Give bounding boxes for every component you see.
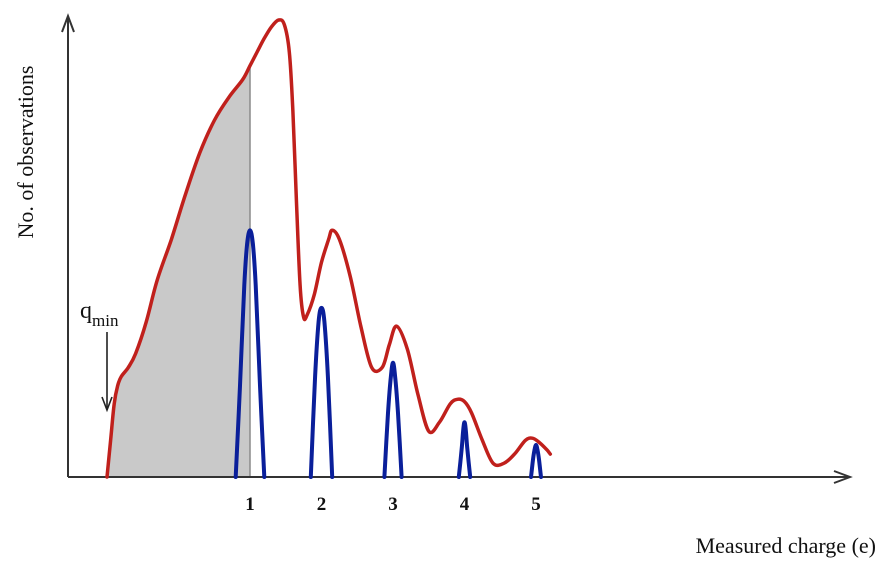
qmin-subscript: min (92, 311, 119, 330)
x-tick-label-2: 2 (317, 494, 327, 515)
y-axis-arrowhead (61, 13, 75, 33)
x-tick-labels: 1 2 3 4 5 (245, 494, 541, 515)
x-axis-title: Measured charge (e) (696, 533, 876, 558)
qmin-annotation: qmin (80, 298, 119, 413)
charge-peak-4 (456, 420, 473, 479)
series-layer (105, 18, 553, 479)
charge-peak-3 (382, 360, 404, 479)
y-axis-title: No. of observations (13, 66, 38, 239)
x-tick-label-4: 4 (460, 494, 470, 515)
svg-text:qmin: qmin (80, 298, 119, 330)
x-tick-label-1: 1 (245, 494, 255, 515)
x-axis-arrowhead (833, 470, 853, 484)
shaded-region-layer (107, 65, 251, 477)
charge-peak-2 (308, 305, 335, 479)
x-tick-label-3: 3 (388, 494, 398, 515)
charge-peak-5 (529, 443, 543, 479)
x-tick-label-5: 5 (531, 494, 541, 515)
qmin-arrow-head (101, 396, 113, 413)
qmin-label: q (80, 298, 92, 324)
shaded-region (107, 65, 250, 477)
total-distribution-line (105, 18, 553, 479)
qmin-arrow (101, 332, 113, 413)
charge-peak-1 (233, 228, 267, 479)
